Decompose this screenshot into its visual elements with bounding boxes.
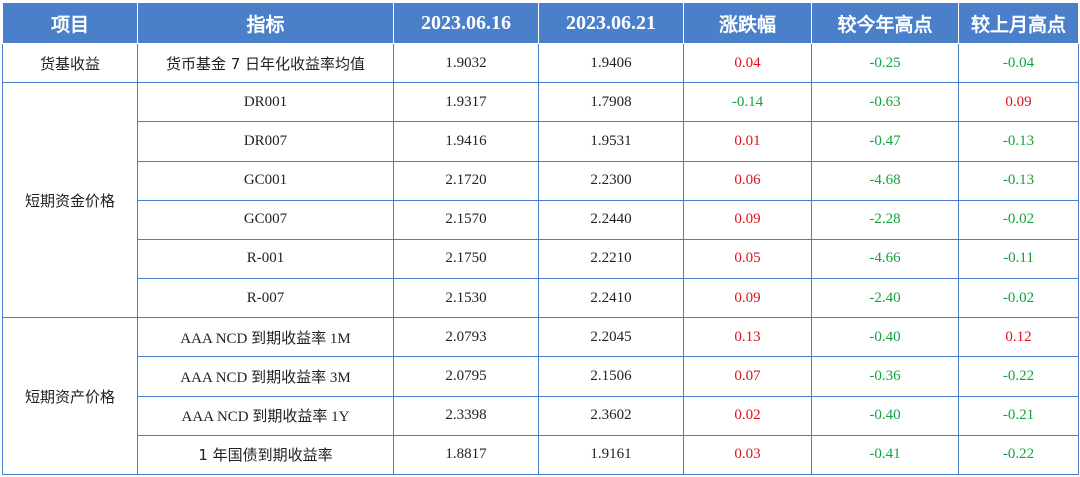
value-0621-cell: 2.2300: [538, 160, 684, 201]
header-cell-vs-month-high: 较上月高点: [958, 2, 1079, 44]
header-cell-indicator: 指标: [137, 2, 394, 44]
indicator-cell: 1 年国债到期收益率: [137, 434, 394, 476]
indicator-cell: R-007: [137, 278, 394, 319]
vs-month-high-cell: -0.02: [958, 278, 1079, 319]
table-row: 1 年国债到期收益率 1.8817 1.9161 0.03 -0.41 -0.22: [3, 434, 1079, 476]
value-0621-cell: 1.9406: [538, 42, 684, 84]
table-row: AAA NCD 到期收益率 3M 2.0795 2.1506 0.07 -0.36 -0.…: [3, 356, 1079, 397]
value-0616-cell: 2.0795: [393, 356, 539, 397]
value-0621-cell: 2.2410: [538, 278, 684, 319]
vs-month-high-cell: -0.11: [958, 238, 1079, 280]
vs-year-high-cell: -0.25: [811, 42, 959, 84]
change-cell: 0.09: [683, 278, 812, 319]
change-cell: 0.02: [683, 395, 812, 436]
value-0616-cell: 1.9032: [393, 42, 539, 84]
value-0621-cell: 1.9161: [538, 434, 684, 476]
change-cell: 0.06: [683, 160, 812, 201]
value-0621-cell: 2.3602: [538, 395, 684, 436]
value-0616-cell: 2.1720: [393, 160, 539, 201]
table-row: DR007 1.9416 1.9531 0.01 -0.47 -0.13: [3, 121, 1079, 162]
table-row: GC007 2.1570 2.2440 0.09 -2.28 -0.02: [3, 199, 1079, 240]
vs-year-high-cell: -0.63: [811, 82, 959, 123]
change-cell: -0.14: [683, 82, 812, 123]
vs-month-high-cell: -0.22: [958, 434, 1079, 476]
indicator-cell: GC007: [137, 199, 394, 240]
value-0621-cell: 2.1506: [538, 356, 684, 397]
value-0621-cell: 2.2210: [538, 238, 684, 280]
indicator-cell: DR007: [137, 121, 394, 162]
vs-year-high-cell: -4.68: [811, 160, 959, 201]
vs-month-high-cell: -0.02: [958, 199, 1079, 240]
value-0621-cell: 1.9531: [538, 121, 684, 162]
value-0616-cell: 1.8817: [393, 434, 539, 476]
vs-year-high-cell: -4.66: [811, 238, 959, 280]
header-cell-item: 项目: [2, 2, 138, 44]
header-cell-change: 涨跌幅: [683, 2, 812, 44]
vs-month-high-cell: -0.13: [958, 160, 1079, 201]
vs-year-high-cell: -0.47: [811, 121, 959, 162]
value-0616-cell: 2.1570: [393, 199, 539, 240]
indicator-cell: 货币基金 7 日年化收益率均值: [137, 42, 394, 84]
category-cell: 货基收益: [2, 42, 138, 84]
value-0616-cell: 2.1530: [393, 278, 539, 319]
indicator-cell: DR001: [137, 82, 394, 123]
indicator-cell: AAA NCD 到期收益率 1M: [137, 317, 394, 358]
table-row: R-001 2.1750 2.2210 0.05 -4.66 -0.11: [3, 238, 1079, 280]
category-cell: 短期资产价格: [2, 317, 138, 475]
value-0621-cell: 2.2045: [538, 317, 684, 358]
value-0616-cell: 1.9317: [393, 82, 539, 123]
vs-month-high-cell: -0.13: [958, 121, 1079, 162]
indicator-cell: AAA NCD 到期收益率 1Y: [137, 395, 394, 436]
vs-month-high-cell: -0.22: [958, 356, 1079, 397]
vs-year-high-cell: -2.40: [811, 278, 959, 319]
vs-month-high-cell: -0.21: [958, 395, 1079, 436]
table-row: R-007 2.1530 2.2410 0.09 -2.40 -0.02: [3, 278, 1079, 319]
value-0616-cell: 2.1750: [393, 238, 539, 280]
vs-year-high-cell: -2.28: [811, 199, 959, 240]
table-row: AAA NCD 到期收益率 1Y 2.3398 2.3602 0.02 -0.40 -0.…: [3, 395, 1079, 436]
value-0621-cell: 1.7908: [538, 82, 684, 123]
vs-year-high-cell: -0.36: [811, 356, 959, 397]
change-cell: 0.04: [683, 42, 812, 84]
value-0616-cell: 1.9416: [393, 121, 539, 162]
vs-year-high-cell: -0.41: [811, 434, 959, 476]
value-0616-cell: 2.3398: [393, 395, 539, 436]
vs-month-high-cell: -0.04: [958, 42, 1079, 84]
indicator-cell: GC001: [137, 160, 394, 201]
change-cell: 0.05: [683, 238, 812, 280]
table-row: 短期资产价格 AAA NCD 到期收益率 1M 2.0793 2.2045 0.13 -0…: [2, 317, 1079, 475]
change-cell: 0.01: [683, 121, 812, 162]
vs-month-high-cell: 0.12: [958, 317, 1079, 358]
vs-year-high-cell: -0.40: [811, 317, 959, 358]
table-row: GC001 2.1720 2.2300 0.06 -4.68 -0.13: [3, 160, 1079, 201]
table-body: 货基收益 货币基金 7 日年化收益率均值 1.9032 1.9406 0.04 -0.25…: [2, 42, 1079, 476]
value-0621-cell: 2.2440: [538, 199, 684, 240]
header-cell-date-2: 2023.06.21: [538, 2, 684, 44]
header-row: 项目 指标 2023.06.16 2023.06.21 涨跌幅 较今年高点 较上…: [2, 2, 1079, 44]
indicator-cell: R-001: [137, 238, 394, 280]
value-0616-cell: 2.0793: [393, 317, 539, 358]
table-row: 短期资金价格 DR001 1.9317 1.7908 -0.14 -0.63 0.09: [2, 82, 1079, 319]
header-cell-date-1: 2023.06.16: [393, 2, 539, 44]
indicator-cell: AAA NCD 到期收益率 3M: [137, 356, 394, 397]
change-cell: 0.03: [683, 434, 812, 476]
table-row: 货基收益 货币基金 7 日年化收益率均值 1.9032 1.9406 0.04 -0.25…: [2, 42, 1079, 84]
change-cell: 0.07: [683, 356, 812, 397]
header-cell-vs-year-high: 较今年高点: [811, 2, 959, 44]
category-cell: 短期资金价格: [2, 82, 138, 319]
change-cell: 0.09: [683, 199, 812, 240]
change-cell: 0.13: [683, 317, 812, 358]
vs-year-high-cell: -0.40: [811, 395, 959, 436]
vs-month-high-cell: 0.09: [958, 82, 1079, 123]
